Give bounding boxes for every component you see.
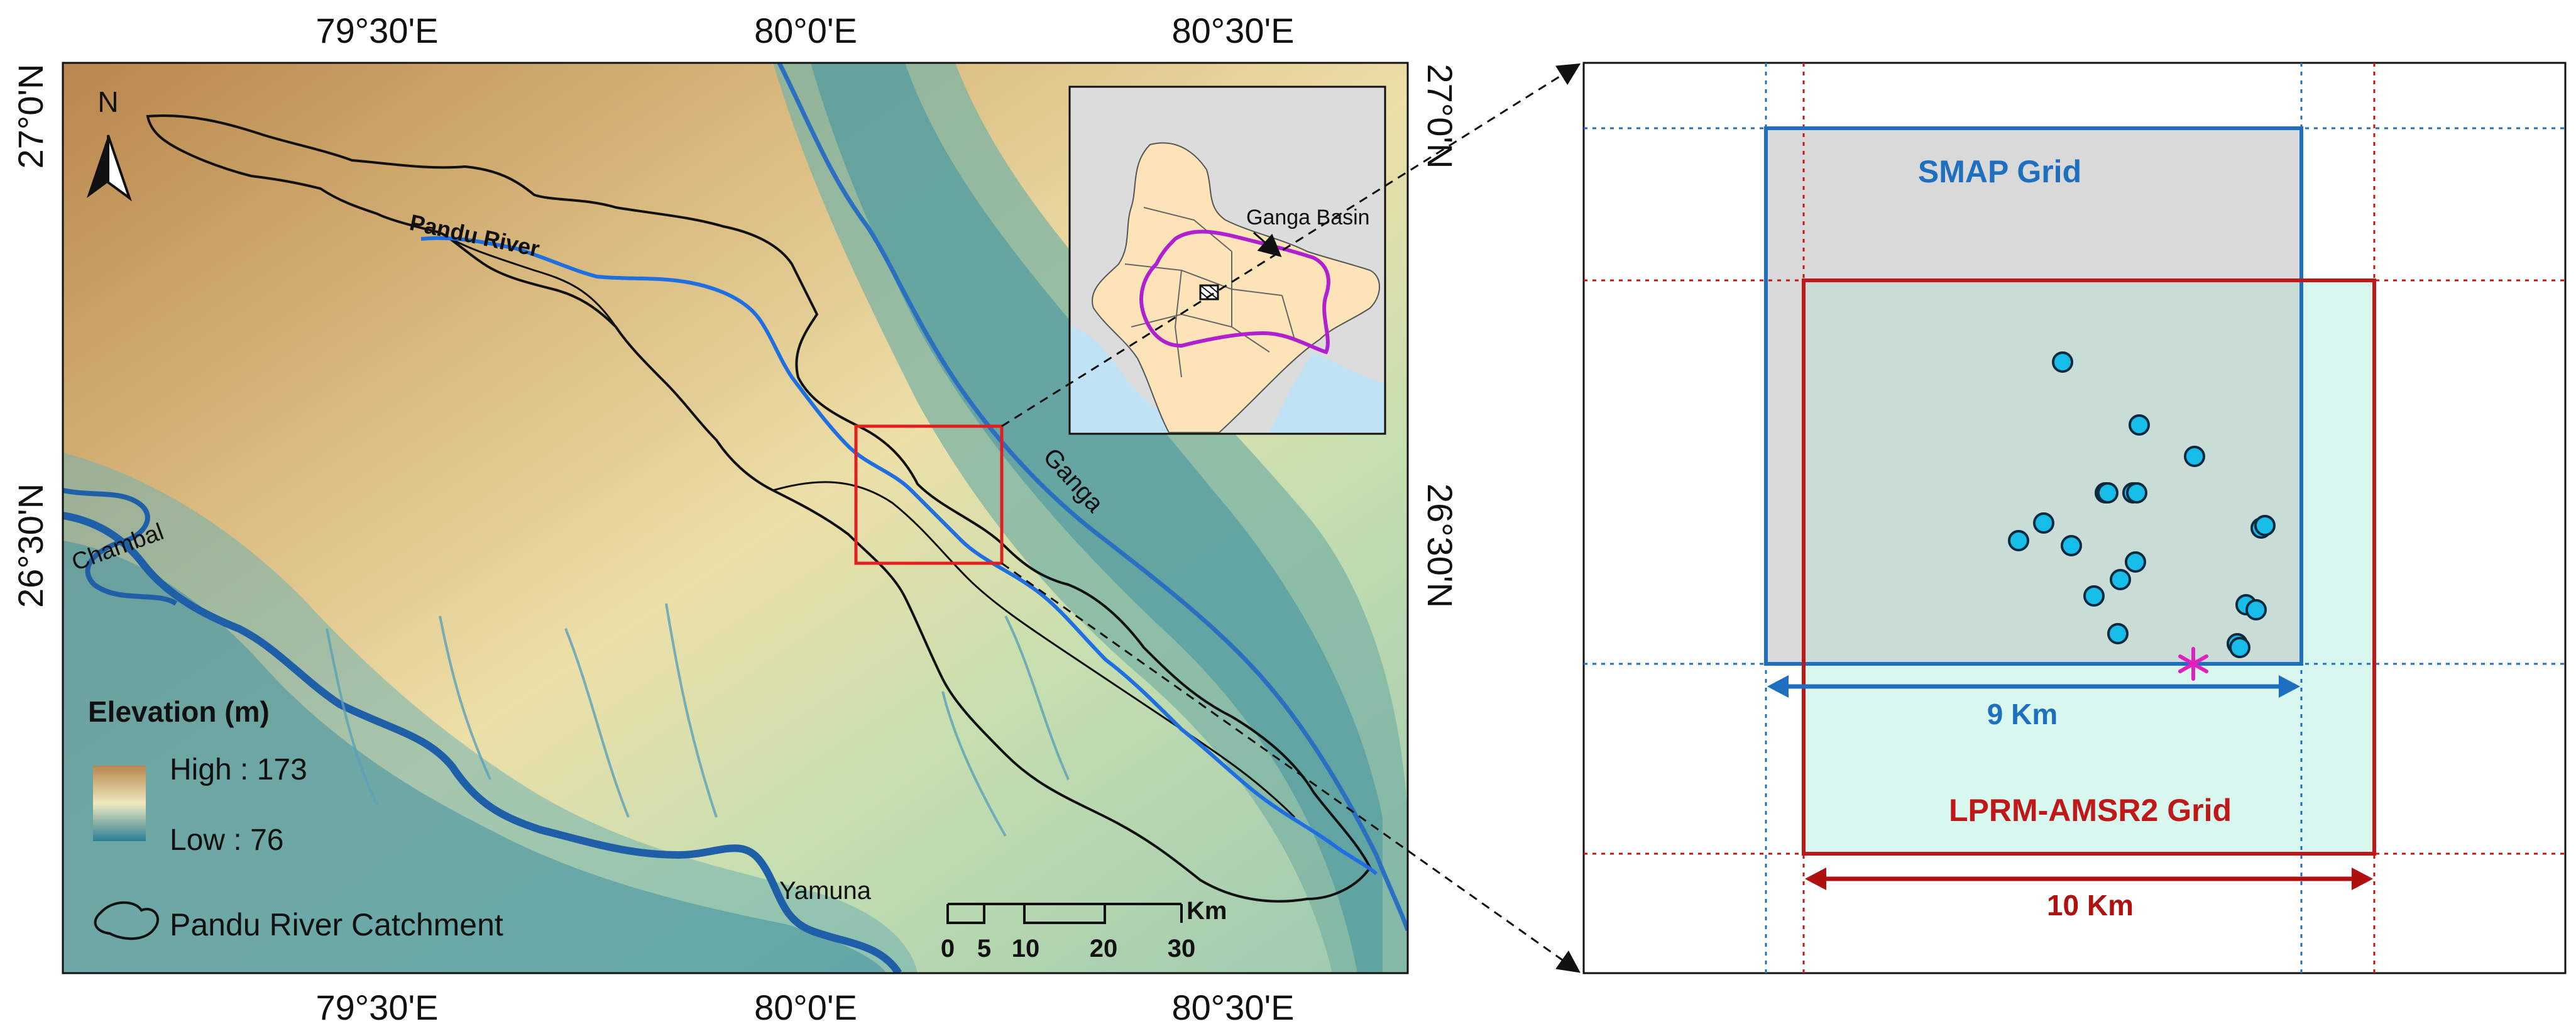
top-tick-1: 79°30'E bbox=[315, 11, 438, 50]
lprm-grid-label: LPRM-AMSR2 Grid bbox=[1949, 793, 2232, 828]
scale-tick-10: 10 bbox=[1012, 935, 1040, 962]
zoom-connector-bottom bbox=[1001, 562, 1581, 973]
ganga-basin-label: Ganga Basin bbox=[1246, 206, 1370, 229]
smap-dimension-arrow bbox=[1767, 675, 2300, 698]
station-marker bbox=[2126, 482, 2147, 504]
yamuna-river-label: Yamuna bbox=[779, 877, 872, 905]
lprm-dimension-label: 10 Km bbox=[2047, 889, 2134, 922]
station-marker bbox=[2110, 569, 2131, 590]
left-tick-2: 26°30'N bbox=[11, 483, 50, 608]
station-marker bbox=[2083, 585, 2105, 607]
right-tick-2: 26°30'N bbox=[1420, 483, 1460, 608]
station-marker bbox=[2245, 599, 2267, 620]
ganga-basin-pointer bbox=[1253, 231, 1282, 257]
pandu-river bbox=[420, 236, 1378, 876]
india-outline bbox=[1092, 142, 1380, 433]
station-marker bbox=[2061, 535, 2082, 556]
catchment-legend-icon bbox=[94, 901, 159, 940]
india-inset-map: Ganga Basin bbox=[1068, 85, 1386, 435]
yamuna-river bbox=[63, 512, 902, 973]
bottom-tick-3: 80°30'E bbox=[1171, 988, 1294, 1027]
scale-unit: Km bbox=[1187, 897, 1227, 925]
legend-low: Low : 76 bbox=[170, 824, 283, 857]
scale-tick-0: 0 bbox=[941, 935, 955, 962]
chambal-river bbox=[63, 488, 178, 606]
scale-tick-30: 30 bbox=[1168, 935, 1196, 962]
smap-grid-outline bbox=[1764, 126, 2303, 666]
tributary-network bbox=[326, 603, 1070, 837]
legend-title: Elevation (m) bbox=[88, 695, 270, 728]
station-marker bbox=[2229, 637, 2250, 658]
north-arrow-icon: N bbox=[87, 85, 132, 202]
pandu-catchment-subdivide bbox=[439, 231, 1296, 818]
map-legend: Elevation (m) High : 173 Low : 76 Pandu … bbox=[88, 695, 503, 942]
smap-dimension-label: 9 Km bbox=[1987, 698, 2058, 730]
lprm-dimension-arrow bbox=[1805, 868, 2373, 890]
study-area-box bbox=[854, 424, 1004, 565]
scale-bar: 0 5 10 20 30 Km bbox=[941, 897, 1227, 962]
scale-tick-5: 5 bbox=[977, 935, 991, 962]
reference-star-icon bbox=[2178, 647, 2208, 681]
smap-grid-label: SMAP Grid bbox=[1918, 154, 2081, 189]
ganga-river bbox=[777, 63, 1408, 932]
grid-overlap bbox=[1804, 280, 2301, 664]
soil-moisture-stations bbox=[2008, 351, 2276, 658]
pandu-catchment-boundary bbox=[146, 114, 1372, 903]
station-marker bbox=[2184, 446, 2205, 467]
state-boundaries bbox=[1124, 207, 1295, 378]
elevation-color-ramp bbox=[93, 766, 146, 841]
bottom-tick-2: 80°0'E bbox=[754, 988, 857, 1027]
ganga-floodplain-inner bbox=[811, 63, 1383, 973]
station-marker bbox=[2125, 551, 2146, 573]
right-tick-1: 27°0'N bbox=[1420, 64, 1460, 169]
station-marker bbox=[2254, 515, 2276, 536]
station-marker bbox=[2033, 512, 2054, 534]
station-marker bbox=[2107, 623, 2129, 644]
bottom-tick-1: 79°30'E bbox=[315, 988, 438, 1027]
station-marker bbox=[2052, 351, 2073, 373]
map-frame bbox=[62, 62, 1409, 974]
legend-catchment: Pandu River Catchment bbox=[170, 907, 503, 942]
yamuna-lowland-inner bbox=[63, 541, 886, 973]
sea-area bbox=[1071, 327, 1384, 433]
station-marker bbox=[2097, 482, 2118, 504]
top-tick-3: 80°30'E bbox=[1171, 11, 1294, 50]
legend-high: High : 173 bbox=[170, 753, 307, 786]
north-label: N bbox=[97, 85, 118, 118]
lprm-grid-outline bbox=[1802, 278, 2376, 856]
top-tick-2: 80°0'E bbox=[754, 11, 857, 50]
station-marker bbox=[2129, 414, 2150, 436]
left-tick-1: 27°0'N bbox=[11, 64, 50, 169]
scale-tick-20: 20 bbox=[1090, 935, 1118, 962]
station-marker bbox=[2008, 530, 2029, 551]
map-panel: 79°30'E 80°0'E 80°30'E 79°30'E 80°0'E 80… bbox=[11, 11, 1460, 1027]
grid-diagram-panel: SMAP Grid LPRM-AMSR2 Grid 9 Km 10 Km bbox=[1582, 62, 2567, 974]
zoom-connector-top bbox=[1001, 63, 1581, 427]
